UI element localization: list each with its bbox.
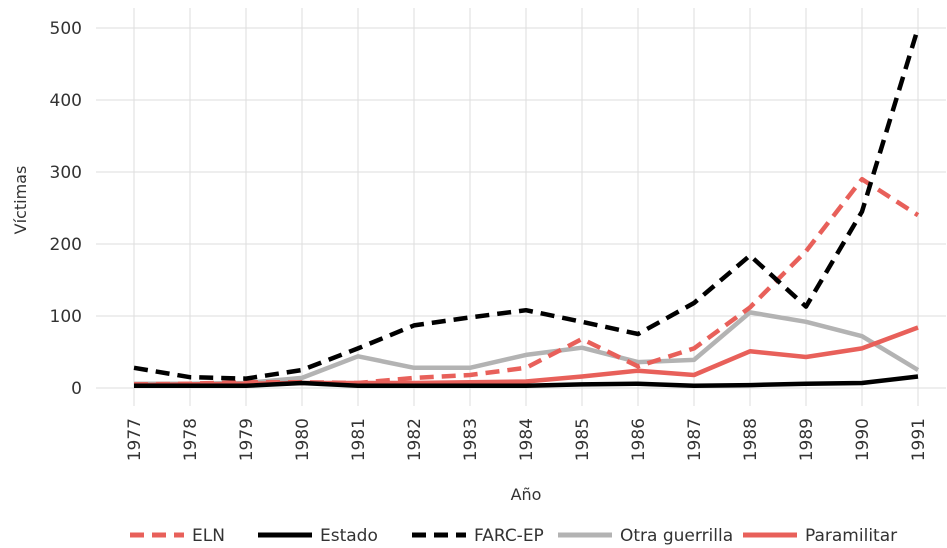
series-lines bbox=[133, 27, 921, 389]
x-axis-tick-labels: 1977 1978 1979 1980 1981 1982 1983 1984 1985 1986… bbox=[125, 418, 929, 461]
y-tick-label: 100 bbox=[50, 307, 82, 327]
x-tick-label: 1987 bbox=[685, 418, 705, 461]
y-axis-tick-labels: 0 100 200 300 400 500 bbox=[50, 19, 82, 399]
x-tick-label: 1983 bbox=[461, 418, 481, 461]
x-tick-label: 1979 bbox=[237, 418, 257, 461]
y-tick-label: 300 bbox=[50, 163, 82, 183]
x-tick-label: 1982 bbox=[405, 418, 425, 461]
series-line-farc-ep bbox=[133, 27, 921, 381]
x-axis-title: Año bbox=[511, 485, 542, 504]
x-tick-label: 1980 bbox=[293, 418, 313, 461]
legend: ELN Estado FARC-EP Otra guerrilla Paramilita… bbox=[130, 526, 897, 546]
series-line-estado bbox=[134, 374, 919, 389]
y-axis-title: Víctimas bbox=[11, 166, 30, 235]
y-tick-label: 0 bbox=[71, 379, 82, 399]
legend-label: Otra guerrilla bbox=[620, 526, 733, 546]
x-tick-label: 1991 bbox=[909, 418, 929, 461]
x-tick-label: 1988 bbox=[741, 418, 761, 461]
y-tick-label: 400 bbox=[50, 91, 82, 111]
x-tick-label: 1989 bbox=[797, 418, 817, 461]
x-tick-label: 1984 bbox=[517, 418, 537, 461]
x-tick-label: 1985 bbox=[573, 418, 593, 461]
y-tick-label: 500 bbox=[50, 19, 82, 39]
x-tick-label: 1986 bbox=[629, 418, 649, 461]
legend-label: ELN bbox=[192, 526, 225, 546]
x-tick-label: 1990 bbox=[853, 418, 873, 461]
gridlines bbox=[96, 8, 946, 406]
legend-label: FARC-EP bbox=[474, 526, 544, 546]
legend-label: Estado bbox=[320, 526, 378, 546]
x-tick-label: 1981 bbox=[349, 418, 369, 461]
legend-label: Paramilitar bbox=[805, 526, 897, 546]
x-tick-label: 1977 bbox=[125, 418, 145, 461]
x-tick-label: 1978 bbox=[181, 418, 201, 461]
y-tick-label: 200 bbox=[50, 235, 82, 255]
